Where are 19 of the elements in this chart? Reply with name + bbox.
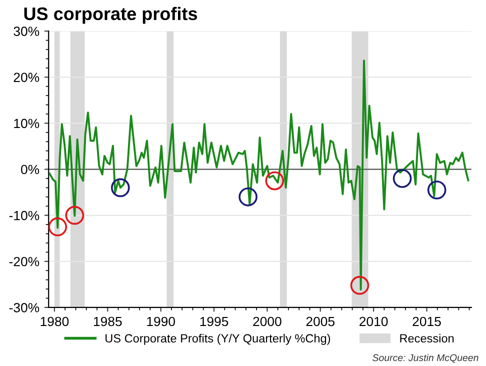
- legend-label: US Corporate Profits (Y/Y Quarterly %Chg): [106, 334, 330, 345]
- y-tick-label: 30%: [14, 26, 40, 36]
- x-tick-label: 2010: [360, 316, 388, 326]
- x-tick-label: 2005: [306, 316, 334, 326]
- x-tick-label: 1985: [94, 316, 122, 326]
- y-tick-label: -10%: [9, 210, 40, 220]
- y-tick-label: 0%: [21, 164, 40, 174]
- legend-label: Recession: [400, 334, 454, 343]
- x-tick-label: 1990: [147, 316, 175, 326]
- chart-title: US corporate profits: [24, 6, 198, 24]
- x-tick-label: 1980: [40, 316, 69, 326]
- y-tick-label: -20%: [9, 256, 40, 266]
- y-tick-label: -30%: [9, 303, 40, 312]
- x-tick-label: 2015: [412, 316, 441, 326]
- source-note: Source: Justin McQueen: [372, 354, 478, 363]
- y-tick-label: 20%: [14, 72, 40, 82]
- x-tick-label: 2000: [253, 316, 282, 326]
- x-tick-label: 1995: [200, 316, 228, 326]
- y-tick-label: 10%: [14, 118, 40, 128]
